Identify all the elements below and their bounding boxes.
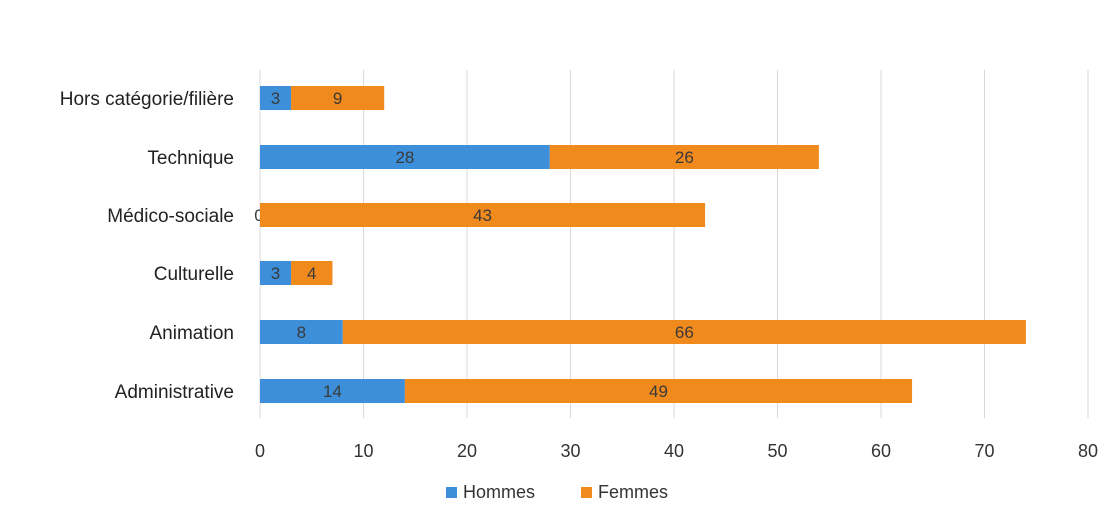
bar-femmes-2	[291, 261, 333, 285]
data-label: 8	[297, 323, 306, 342]
x-tick-label: 10	[353, 441, 373, 461]
data-label: 0	[254, 206, 263, 225]
category-label: Administrative	[115, 382, 234, 403]
x-tick-label: 70	[974, 441, 994, 461]
x-tick-label: 20	[457, 441, 477, 461]
legend-swatch-femmes	[581, 487, 592, 498]
data-label: 3	[271, 89, 280, 108]
data-label: 28	[395, 148, 414, 167]
category-label: Médico-sociale	[107, 206, 234, 227]
bar-hommes-2	[260, 261, 292, 285]
category-label: Hors catégorie/filière	[60, 89, 234, 110]
bar-hommes-4	[260, 145, 550, 169]
x-tick-label: 60	[871, 441, 891, 461]
data-label: 26	[675, 148, 694, 167]
bar-femmes-3	[260, 203, 706, 227]
legend-label-hommes: Hommes	[463, 482, 535, 502]
data-label: 43	[473, 206, 492, 225]
data-label: 66	[675, 323, 694, 342]
x-tick-label: 80	[1078, 441, 1098, 461]
x-tick-label: 30	[560, 441, 580, 461]
x-tick-label: 50	[767, 441, 787, 461]
bar-hommes-1	[260, 320, 343, 344]
data-label: 49	[649, 382, 668, 401]
x-tick-label: 0	[255, 441, 265, 461]
bar-femmes-4	[549, 145, 819, 169]
data-label: 9	[333, 89, 342, 108]
category-label: Animation	[150, 323, 235, 344]
x-tick-labels: 0 10 20 30 40 50 60 70 80	[255, 441, 1098, 461]
category-labels: Administrative Animation Culturelle Médico-…	[60, 89, 234, 403]
legend-swatch-hommes	[446, 487, 457, 498]
category-label: Culturelle	[154, 264, 234, 285]
bar-femmes-0	[404, 379, 913, 403]
legend: Hommes Femmes	[446, 482, 668, 502]
legend-label-femmes: Femmes	[598, 482, 668, 502]
bar-femmes-1	[342, 320, 1026, 344]
x-tick-label: 40	[664, 441, 684, 461]
data-label: 3	[271, 264, 280, 283]
bars: 14 49 8 66 3 4 0 43 28 26 3 9	[254, 86, 1026, 403]
gridlines	[259, 70, 1089, 418]
data-label: 14	[323, 382, 342, 401]
bar-hommes-0	[260, 379, 405, 403]
bar-femmes-5	[291, 86, 385, 110]
bar-hommes-5	[260, 86, 292, 110]
data-label: 4	[307, 264, 316, 283]
category-label: Technique	[147, 148, 234, 169]
